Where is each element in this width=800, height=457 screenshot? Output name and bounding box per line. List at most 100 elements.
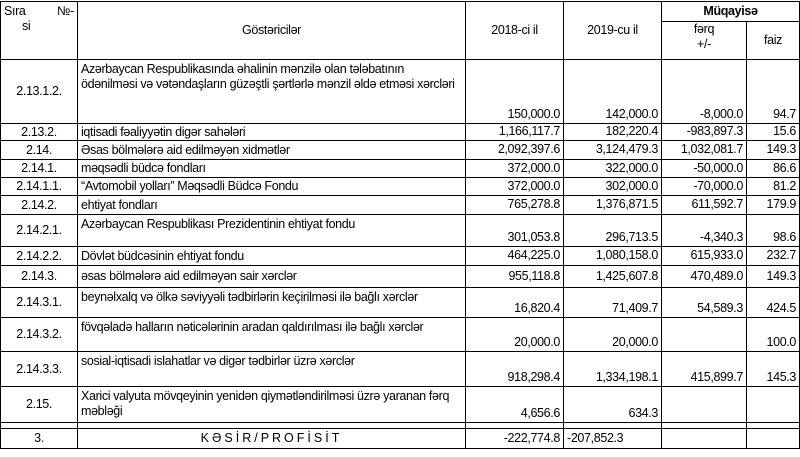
value-2018: 372,000.0	[465, 159, 564, 178]
row-code: 2.14.1.1.	[0, 177, 78, 196]
value-diff: -983,897.3	[661, 123, 747, 141]
table-row: 2.14. Əsas bölmələrə aid edilməyən xidmət…	[0, 140, 800, 160]
row-code: 2.14.3.1.	[0, 287, 78, 318]
value-2019: 322,000.0	[563, 159, 662, 178]
value-pct: 145.3	[745, 351, 800, 387]
value-2018: 765,278.8	[465, 195, 564, 215]
value-pct: 149.3	[745, 140, 800, 160]
value-2018: 4,656.6	[465, 386, 564, 423]
row-label: ehtiyat fondları	[77, 195, 466, 215]
row-label: əsas bölmələrə aid edilməyən sair xərclə…	[77, 265, 466, 288]
table-row: 2.14.1.1. “Avtomobil yolları” Məqsədli Bü…	[0, 177, 800, 196]
table-row: 2.14.3.2. fövqəladə halların nəticələrini…	[0, 317, 800, 352]
value-2019: 142,000.0	[563, 59, 662, 124]
table-row: 2.14.2.1. Azərbaycan Respublikası Prezide…	[0, 214, 800, 247]
row-label: Azərbaycan Respublikasında əhalinin mənz…	[77, 59, 466, 124]
value-2018: 150,000.0	[465, 59, 564, 124]
row-code: 2.13.2.	[0, 123, 78, 141]
row-label: Azərbaycan Respublikası Prezidentinin eh…	[77, 214, 466, 247]
value-diff: 1,032,081.7	[661, 140, 747, 160]
table-row: 2.13.1.2. Azərbaycan Respublikasında əhal…	[0, 59, 800, 124]
row-label: məqsədli büdcə fondları	[77, 159, 466, 178]
row-label: Xarici valyuta mövqeyinin yenidən qiymət…	[77, 386, 466, 423]
row-code: 2.14.3.2.	[0, 317, 78, 352]
value-2018: 2,092,397.6	[465, 140, 564, 160]
header-si-label: si	[22, 19, 31, 33]
value-diff: -70,000.0	[661, 177, 747, 196]
value-2018: 20,000.0	[465, 317, 564, 352]
value-2019: 302,000.0	[563, 177, 662, 196]
value-pct: 86.6	[745, 159, 800, 178]
value-2019: -207,852.3	[563, 428, 662, 449]
header-2018: 2018-ci il	[465, 1, 564, 60]
header-sira-label: Sıra	[4, 4, 26, 18]
row-code: 2.14.2.2.	[0, 246, 78, 266]
value-diff	[661, 317, 747, 352]
value-2018: 301,053.8	[465, 214, 564, 247]
row-label: beynəlxalq və ölkə səviyyəli tədbirlərin…	[77, 287, 466, 318]
row-label: Əsas bölmələrə aid edilməyən xidmətlər	[77, 140, 466, 160]
header-ferq: fərq +/-	[661, 21, 747, 60]
value-pct	[745, 386, 800, 423]
table-row: 2.14.2.2. Dövlət büdcəsinin ehtiyat fondu…	[0, 246, 800, 266]
row-code: 2.14.1.	[0, 159, 78, 178]
row-code: 2.13.1.2.	[0, 59, 78, 124]
value-pct: 81.2	[745, 177, 800, 196]
value-2018: 1,166,117.7	[465, 123, 564, 141]
value-diff	[661, 428, 747, 449]
header-ferq-sign: +/-	[697, 37, 711, 51]
value-2019: 1,334,198.1	[563, 351, 662, 387]
row-label: Dövlət büdcəsinin ehtiyat fondu	[77, 246, 466, 266]
value-2019: 1,425,607.8	[563, 265, 662, 288]
value-2019: 1,376,871.5	[563, 195, 662, 215]
header-sira: Sıra №- si	[0, 1, 78, 60]
value-diff: 615,933.0	[661, 246, 747, 266]
value-2018: 955,118.8	[465, 265, 564, 288]
value-pct: 179.9	[745, 195, 800, 215]
value-diff: -50,000.0	[661, 159, 747, 178]
row-code: 2.14.2.	[0, 195, 78, 215]
row-code: 2.15.	[0, 386, 78, 423]
value-diff: 54,589.3	[661, 287, 747, 318]
value-2018: 372,000.0	[465, 177, 564, 196]
value-diff: 470,489.0	[661, 265, 747, 288]
value-2018: -222,774.8	[465, 428, 564, 449]
header-muqayise: Müqayisə	[660, 1, 800, 22]
header-no-label: №-	[57, 4, 74, 18]
value-2019: 3,124,479.3	[563, 140, 662, 160]
total-row: 3. KƏSİR/PROFİSİT -222,774.8 -207,852.3	[0, 428, 800, 449]
value-pct: 149.3	[745, 265, 800, 288]
value-2018: 16,820.4	[465, 287, 564, 318]
value-diff	[661, 386, 747, 423]
value-diff: 415,899.7	[661, 351, 747, 387]
table-row: 2.14.1. məqsədli büdcə fondları 372,000.0 3…	[0, 159, 800, 178]
value-diff: -8,000.0	[661, 59, 747, 124]
table-row: 2.14.3.3. sosial-iqtisadi islahatlar və d…	[0, 351, 800, 387]
header-faiz: faiz	[745, 21, 800, 60]
row-label: fövqəladə halların nəticələrinin aradan …	[77, 317, 466, 352]
table-row: 2.15. Xarici valyuta mövqeyinin yenidən q…	[0, 386, 800, 423]
row-code: 2.14.	[0, 140, 78, 160]
row-label: sosial-iqtisadi islahatlar və digər tədb…	[77, 351, 466, 387]
value-diff: -4,340.3	[661, 214, 747, 247]
value-2019: 20,000.0	[563, 317, 662, 352]
table-row: 2.14.2. ehtiyat fondları 765,278.8 1,376,87…	[0, 195, 800, 215]
value-pct: 94.7	[745, 59, 800, 124]
table-row: 2.14.3. əsas bölmələrə aid edilməyən sair…	[0, 265, 800, 288]
row-label: KƏSİR/PROFİSİT	[77, 428, 466, 449]
value-pct	[745, 428, 800, 449]
row-code: 3.	[0, 428, 78, 449]
header-2019: 2019-cu il	[563, 1, 662, 60]
value-2019: 634.3	[563, 386, 662, 423]
value-pct: 232.7	[745, 246, 800, 266]
header-ferq-label: fərq	[693, 22, 715, 37]
value-pct: 15.6	[745, 123, 800, 141]
value-2019: 1,080,158.0	[563, 246, 662, 266]
value-pct: 100.0	[745, 317, 800, 352]
row-code: 2.14.2.1.	[0, 214, 78, 247]
row-label: “Avtomobil yolları” Məqsədli Büdcə Fondu	[77, 177, 466, 196]
table-row: 2.14.3.1. beynəlxalq və ölkə səviyyəli tə…	[0, 287, 800, 318]
value-diff: 611,592.7	[661, 195, 747, 215]
value-2019: 71,409.7	[563, 287, 662, 318]
